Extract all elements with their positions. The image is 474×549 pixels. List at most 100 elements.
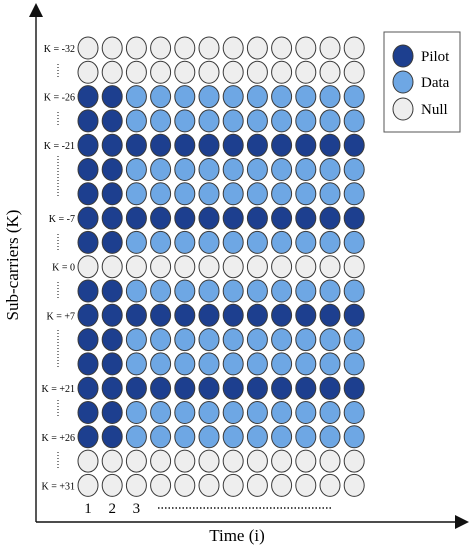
subcarrier-cell-data bbox=[295, 158, 317, 181]
subcarrier-cell-data bbox=[343, 158, 365, 181]
subcarrier-cell-data bbox=[125, 158, 147, 181]
subcarrier-cell-pilot bbox=[174, 376, 196, 400]
subcarrier-cell-data bbox=[150, 425, 172, 449]
subcarrier-cell-pilot bbox=[271, 303, 293, 327]
subcarrier-cell-pilot bbox=[77, 230, 99, 254]
subcarrier-cell-pilot bbox=[343, 206, 365, 230]
subcarrier-cell-data bbox=[246, 425, 268, 449]
subcarrier-cell-data bbox=[271, 401, 293, 424]
subcarrier-cell-pilot bbox=[125, 206, 147, 230]
subcarrier-cell-data bbox=[174, 182, 196, 206]
subcarrier-cell-null bbox=[343, 60, 365, 84]
subcarrier-cell-null bbox=[77, 255, 99, 279]
subcarrier-cell-data bbox=[319, 352, 341, 376]
subcarrier-cell-data bbox=[222, 328, 244, 352]
subcarrier-cell-data bbox=[246, 182, 268, 206]
subcarrier-cell-pilot bbox=[150, 206, 172, 230]
subcarrier-cell-data bbox=[198, 279, 220, 303]
subcarrier-cell-data bbox=[150, 158, 172, 181]
subcarrier-cell-null bbox=[246, 473, 268, 497]
subcarrier-cell-data bbox=[295, 230, 317, 254]
subcarrier-cell-null bbox=[246, 449, 268, 473]
legend-null-swatch bbox=[392, 97, 414, 121]
subcarrier-cell-data bbox=[174, 328, 196, 352]
x-tick-label: 3 bbox=[133, 501, 141, 517]
subcarrier-cell-data bbox=[198, 352, 220, 376]
subcarrier-cell-pilot bbox=[246, 133, 268, 157]
subcarrier-cell-pilot bbox=[101, 230, 123, 254]
subcarrier-cell-pilot bbox=[101, 303, 123, 327]
subcarrier-cell-null bbox=[271, 36, 293, 60]
subcarrier-cell-pilot bbox=[77, 182, 99, 206]
subcarrier-cell-pilot bbox=[77, 109, 99, 133]
subcarrier-cell-data bbox=[295, 401, 317, 424]
subcarrier-cell-data bbox=[125, 328, 147, 352]
subcarrier-cell-pilot bbox=[295, 133, 317, 157]
x-axis-title: Time (i) bbox=[209, 526, 265, 545]
subcarrier-cell-data bbox=[295, 109, 317, 133]
subcarrier-cell-data bbox=[295, 182, 317, 206]
subcarrier-cell-data bbox=[125, 279, 147, 303]
row-label: K = +7 bbox=[46, 311, 75, 322]
subcarrier-cell-pilot bbox=[319, 133, 341, 157]
subcarrier-cell-data bbox=[222, 158, 244, 181]
subcarrier-cell-data bbox=[246, 401, 268, 424]
subcarrier-cell-null bbox=[150, 60, 172, 84]
subcarrier-cell-null bbox=[125, 449, 147, 473]
subcarrier-cell-null bbox=[174, 60, 196, 84]
subcarrier-cell-data bbox=[343, 425, 365, 449]
subcarrier-cell-pilot bbox=[222, 133, 244, 157]
subcarrier-cell-null bbox=[271, 255, 293, 279]
subcarrier-cell-data bbox=[174, 158, 196, 181]
x-tick-label: 2 bbox=[108, 501, 116, 517]
subcarrier-cell-null bbox=[198, 60, 220, 84]
subcarrier-cell-data bbox=[295, 425, 317, 449]
x-tick-label: 1 bbox=[84, 501, 92, 517]
subcarrier-cell-data bbox=[222, 279, 244, 303]
row-label: K = +26 bbox=[41, 433, 75, 444]
subcarrier-cell-data bbox=[319, 425, 341, 449]
subcarrier-cell-null bbox=[101, 473, 123, 497]
subcarrier-cell-data bbox=[198, 401, 220, 424]
subcarrier-cell-null bbox=[319, 36, 341, 60]
subcarrier-cell-pilot bbox=[125, 376, 147, 400]
subcarrier-cell-null bbox=[77, 60, 99, 84]
subcarrier-cell-data bbox=[271, 109, 293, 133]
subcarrier-cell-null bbox=[246, 255, 268, 279]
subcarrier-cell-data bbox=[343, 352, 365, 376]
subcarrier-cell-data bbox=[343, 328, 365, 352]
row-label: K = -26 bbox=[44, 93, 75, 104]
subcarrier-cell-data bbox=[198, 109, 220, 133]
subcarrier-cell-data bbox=[319, 328, 341, 352]
subcarrier-cell-data bbox=[150, 85, 172, 109]
subcarrier-cell-null bbox=[150, 473, 172, 497]
subcarrier-cell-data bbox=[222, 352, 244, 376]
subcarrier-cell-data bbox=[222, 182, 244, 206]
subcarrier-cell-data bbox=[246, 158, 268, 181]
subcarrier-cell-null bbox=[101, 255, 123, 279]
subcarrier-cell-null bbox=[222, 60, 244, 84]
subcarrier-cell-null bbox=[319, 60, 341, 84]
subcarrier-cell-data bbox=[343, 401, 365, 424]
subcarrier-cell-data bbox=[246, 352, 268, 376]
subcarrier-cell-null bbox=[125, 473, 147, 497]
subcarrier-cell-pilot bbox=[343, 303, 365, 327]
subcarrier-cell-data bbox=[198, 182, 220, 206]
subcarrier-cell-null bbox=[174, 255, 196, 279]
subcarrier-cell-data bbox=[271, 85, 293, 109]
subcarrier-cell-null bbox=[174, 473, 196, 497]
subcarrier-cell-data bbox=[150, 352, 172, 376]
subcarrier-cell-data bbox=[343, 230, 365, 254]
subcarrier-cell-null bbox=[343, 36, 365, 60]
subcarrier-cell-pilot bbox=[125, 303, 147, 327]
row-label: K = 0 bbox=[52, 263, 75, 274]
subcarrier-cell-pilot bbox=[125, 133, 147, 157]
subcarrier-cell-null bbox=[295, 60, 317, 84]
subcarrier-cell-pilot bbox=[246, 376, 268, 400]
subcarrier-cell-pilot bbox=[77, 303, 99, 327]
subcarrier-cell-pilot bbox=[101, 352, 123, 376]
subcarrier-cell-null bbox=[77, 36, 99, 60]
subcarrier-cell-null bbox=[295, 449, 317, 473]
subcarrier-cell-null bbox=[101, 60, 123, 84]
